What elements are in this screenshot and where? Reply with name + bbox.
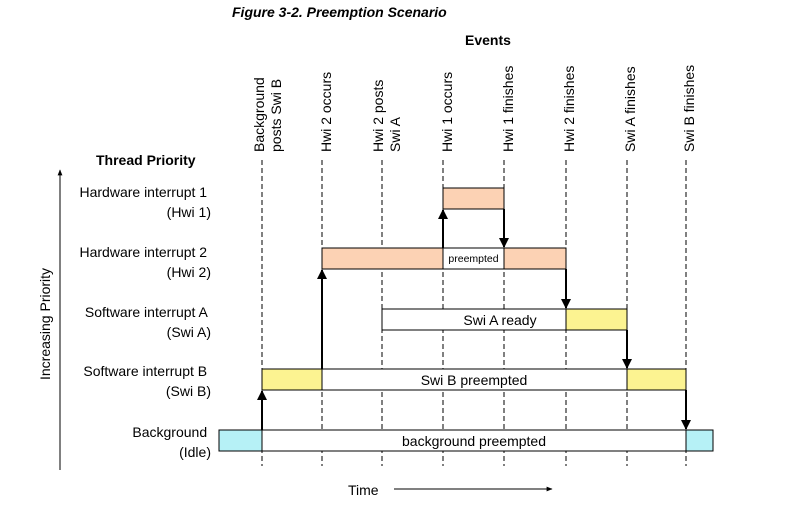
thread-label-swi-a: Software interrupt A (Swi A) [85, 304, 211, 340]
time-axis-label: Time [348, 482, 379, 498]
thread-priority-header: Thread Priority [96, 152, 196, 168]
swi-b-preempted-label: Swi B preempted [421, 372, 528, 388]
thread-label-hwi2: Hardware interrupt 2 (Hwi 2) [79, 244, 211, 280]
hwi1-running-bar [442, 187, 505, 210]
event-label-hwi1-finishes: Hwi 1 finishes [500, 66, 516, 152]
swi-b-running-bar [261, 368, 323, 391]
thread-labels: Hardware interrupt 1 (Hwi 1) Hardware in… [79, 184, 211, 460]
event-label-hwi2-occurs: Hwi 2 occurs [318, 72, 334, 152]
event-label-hwi1-occurs: Hwi 1 occurs [439, 72, 455, 152]
thread-label-swi-b: Software interrupt B (Swi B) [83, 363, 211, 399]
swi-b-running-bar-2 [626, 368, 687, 391]
event-label-swi-a-finishes: Swi A finishes [622, 66, 638, 152]
hwi2-preempted-label: preempted [448, 253, 498, 265]
timeline-bars: preempted Swi A ready Swi B preempted ba… [218, 187, 714, 452]
hwi2-running-bar [321, 247, 444, 270]
event-label-background-posts-swi-b: Background posts Swi B [251, 73, 284, 152]
transition-arrows [257, 209, 691, 430]
background-preempted-label: background preempted [402, 433, 546, 449]
event-label-hwi2-posts-swi-a: Hwi 2 posts Swi A [370, 76, 403, 152]
swi-a-running-bar [565, 308, 628, 331]
event-labels: Background posts Swi B Hwi 2 occurs Hwi … [251, 65, 697, 152]
background-running-bar-2 [685, 429, 714, 452]
thread-label-hwi1: Hardware interrupt 1 (Hwi 1) [79, 184, 211, 220]
background-running-bar [218, 429, 263, 452]
events-header: Events [465, 32, 511, 48]
event-label-swi-b-finishes: Swi B finishes [681, 65, 697, 152]
hwi2-running-bar-2 [503, 247, 567, 270]
swi-a-ready-label: Swi A ready [463, 312, 536, 328]
figure-title: Figure 3-2. Preemption Scenario [232, 4, 447, 20]
priority-axis-label: Increasing Priority [37, 268, 53, 380]
thread-label-background: Background (Idle) [132, 424, 211, 460]
event-label-hwi2-finishes: Hwi 2 finishes [561, 66, 577, 152]
